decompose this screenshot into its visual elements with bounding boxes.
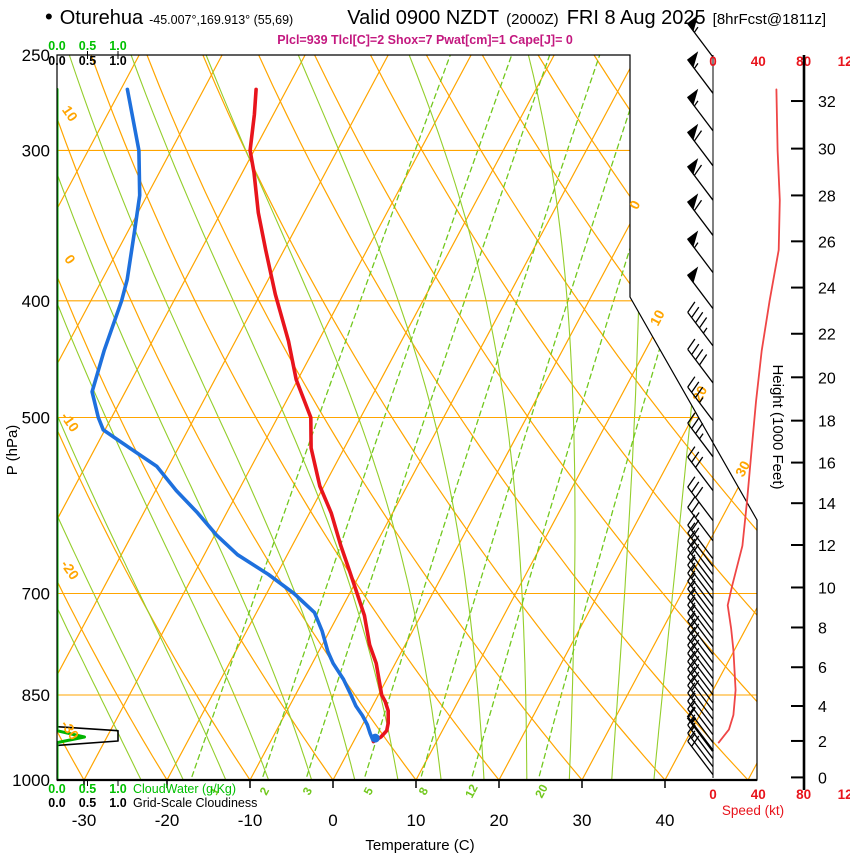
svg-text:-10: -10 — [238, 811, 263, 830]
svg-text:8: 8 — [416, 785, 432, 798]
svg-text:0: 0 — [328, 811, 337, 830]
svg-text:-30: -30 — [72, 811, 97, 830]
svg-text:5: 5 — [361, 785, 377, 798]
svg-text:10: 10 — [59, 102, 81, 124]
svg-text:700: 700 — [22, 584, 50, 603]
svg-text:-10: -10 — [58, 409, 83, 435]
svg-text:26: 26 — [818, 234, 836, 251]
svg-text:40: 40 — [751, 54, 766, 69]
svg-text:30: 30 — [573, 811, 592, 830]
svg-text:Height (1000 Feet): Height (1000 Feet) — [769, 364, 786, 489]
svg-text:0: 0 — [709, 787, 717, 802]
svg-text:30: 30 — [818, 142, 836, 159]
svg-text:10: 10 — [818, 580, 836, 597]
svg-text:1.0: 1.0 — [109, 782, 126, 796]
svg-text:0.5: 0.5 — [79, 782, 96, 796]
temperature-axis: -30 -20 -10 0 10 20 30 40 Temperature (C) — [72, 780, 675, 854]
svg-text:12: 12 — [462, 782, 481, 801]
svg-text:40: 40 — [751, 787, 766, 802]
svg-text:0.0: 0.0 — [48, 54, 65, 68]
svg-text:40: 40 — [656, 811, 675, 830]
svg-text:0.5: 0.5 — [79, 796, 96, 810]
wind-barbs — [686, 14, 714, 776]
svg-text:24: 24 — [818, 281, 836, 298]
valid-time: Valid 0900 NZDT — [347, 7, 500, 29]
svg-text:400: 400 — [22, 292, 50, 311]
svg-text:1.0: 1.0 — [109, 796, 126, 810]
pressure-gridlines — [57, 149, 757, 696]
cloudwater-scales: 0.00.00.00.00.50.50.50.51.01.01.01.0Clou… — [48, 39, 257, 810]
station-name: Oturehua — [59, 7, 144, 29]
svg-text:CloudWater (g/Kg): CloudWater (g/Kg) — [133, 782, 236, 796]
svg-text:30: 30 — [732, 458, 754, 479]
svg-text:0.5: 0.5 — [79, 39, 96, 53]
svg-text:20: 20 — [532, 782, 551, 801]
svg-text:10: 10 — [407, 811, 426, 830]
svg-text:120: 120 — [838, 54, 850, 69]
valid-date: FRI 8 Aug 2025 — [566, 7, 706, 29]
svg-text:Grid-Scale Cloudiness: Grid-Scale Cloudiness — [133, 796, 257, 810]
svg-text:20: 20 — [818, 370, 836, 387]
plot-area — [57, 55, 757, 780]
svg-text:18: 18 — [818, 414, 836, 431]
svg-text:500: 500 — [22, 409, 50, 428]
svg-text:0.0: 0.0 — [48, 796, 65, 810]
svg-text:1.0: 1.0 — [109, 39, 126, 53]
svg-text:22: 22 — [818, 327, 836, 344]
svg-text:Temperature (C): Temperature (C) — [365, 837, 474, 854]
svg-text:2: 2 — [257, 785, 273, 798]
svg-text:3: 3 — [300, 785, 316, 798]
svg-text:0: 0 — [709, 54, 717, 69]
svg-text:-20: -20 — [58, 557, 83, 583]
speed-axis: 0040408080120120Speed (kt) — [709, 54, 850, 818]
station-coords: -45.007°,169.913° (55,69) — [149, 13, 294, 27]
svg-text:0: 0 — [626, 197, 644, 212]
stability-indices: Plcl=939 Tlcl[C]=2 Shox=7 Pwat[cm]=1 Cap… — [277, 33, 573, 47]
station-bullet-icon: • — [45, 4, 53, 29]
forecast-info: [8hrFcst@1811z] — [712, 11, 826, 28]
svg-text:0.0: 0.0 — [48, 39, 65, 53]
svg-text:300: 300 — [22, 141, 50, 160]
svg-text:32: 32 — [818, 94, 836, 111]
dry-adiabat-labels: 100-10-20-30 — [58, 102, 83, 742]
svg-text:14: 14 — [818, 496, 836, 513]
svg-text:0: 0 — [818, 770, 827, 787]
svg-text:0.5: 0.5 — [79, 54, 96, 68]
svg-text:16: 16 — [818, 456, 836, 473]
svg-text:1000: 1000 — [12, 771, 50, 790]
svg-text:80: 80 — [796, 787, 811, 802]
svg-text:20: 20 — [490, 811, 509, 830]
svg-text:P (hPa): P (hPa) — [4, 425, 21, 476]
chart-title: • Oturehua -45.007°,169.913° (55,69) Val… — [45, 6, 826, 30]
svg-text:2: 2 — [818, 734, 827, 751]
svg-text:850: 850 — [22, 686, 50, 705]
svg-text:Speed (kt): Speed (kt) — [722, 803, 784, 818]
svg-text:0.0: 0.0 — [48, 782, 65, 796]
svg-text:6: 6 — [818, 660, 827, 677]
valid-utc: (2000Z) — [506, 11, 559, 28]
svg-text:10: 10 — [646, 307, 668, 328]
surface-parcel-marker — [370, 733, 380, 743]
svg-text:4: 4 — [818, 699, 827, 716]
moist-adiabat-lines — [57, 55, 724, 780]
svg-text:250: 250 — [22, 46, 50, 65]
svg-text:0: 0 — [61, 251, 79, 267]
svg-text:8: 8 — [818, 620, 827, 637]
dry-adiabat-lines — [57, 55, 757, 780]
svg-text:1.0: 1.0 — [109, 54, 126, 68]
svg-text:12: 12 — [818, 538, 836, 555]
svg-text:28: 28 — [818, 188, 836, 205]
svg-text:120: 120 — [838, 787, 850, 802]
wind-speed-curve — [717, 88, 781, 744]
pressure-axis-labels: 250 300 400 500 700 850 1000 P (hPa) — [4, 46, 50, 790]
svg-text:-20: -20 — [155, 811, 180, 830]
mixing-ratio-lines — [179, 55, 749, 780]
